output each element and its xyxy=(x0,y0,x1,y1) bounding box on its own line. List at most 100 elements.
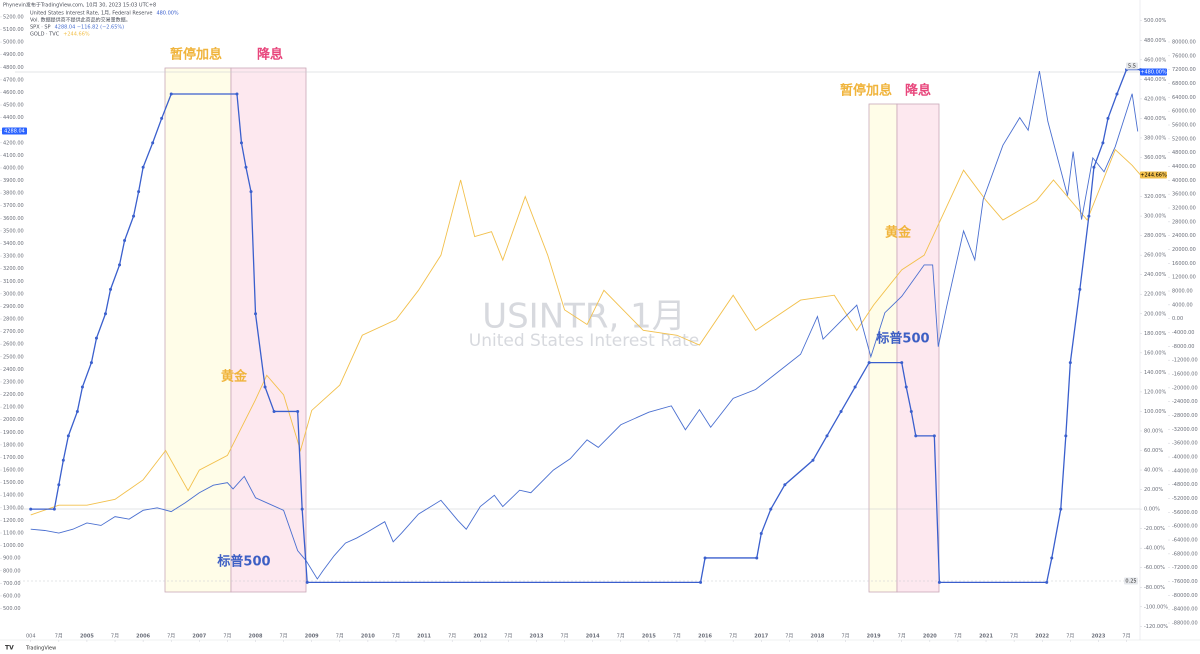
badge-bg xyxy=(1124,577,1138,585)
y3-tick-label: -80000.00 xyxy=(1172,593,1198,599)
y3-tick-label: 8000.00 xyxy=(1172,289,1193,295)
y-tick-label: 4600.00 xyxy=(3,90,24,96)
rate-dot xyxy=(937,580,941,584)
series-line xyxy=(30,70,1139,580)
badge-bg xyxy=(1140,68,1167,76)
x-tick-label: 2007 xyxy=(192,634,206,640)
legend-value: 480.00% xyxy=(156,11,178,17)
y-tick-label: 900.00 xyxy=(3,556,21,562)
y3-tick-label: -64000.00 xyxy=(1172,538,1198,544)
rate-dot xyxy=(759,532,763,536)
y2-tick-label: -20.00% xyxy=(1144,526,1165,532)
legend-value: +244.66% xyxy=(63,32,90,38)
x-tick-label: 7月 xyxy=(841,634,849,640)
y-tick-label: 2600.00 xyxy=(3,342,24,348)
x-tick-label: 7月 xyxy=(1122,634,1130,640)
brand-logo: TV xyxy=(5,645,14,652)
y-tick-label: 2400.00 xyxy=(3,367,24,373)
x-tick-label: 2019 xyxy=(867,634,881,640)
y-tick-label: 3700.00 xyxy=(3,203,24,209)
rate-dot xyxy=(839,409,843,413)
x-tick-label: 2006 xyxy=(136,634,150,640)
rate-dot xyxy=(1050,556,1054,560)
y3-tick-label: -12000.00 xyxy=(1172,358,1198,364)
rate-dot xyxy=(151,141,155,145)
y3-tick-label: 44000.00 xyxy=(1172,164,1196,170)
rate-dot xyxy=(867,361,871,365)
y3-tick-label: 48000.00 xyxy=(1172,150,1196,156)
rate-dot xyxy=(123,239,127,243)
rate-dot xyxy=(66,434,70,438)
y2-tick-label: 120.00% xyxy=(1144,389,1166,395)
rate-dot xyxy=(75,409,79,413)
y3-tick-label: -56000.00 xyxy=(1172,510,1198,516)
y3-tick-label: 4000.00 xyxy=(1172,302,1193,308)
annotation: 黄金 xyxy=(885,225,912,241)
y-tick-label: 3300.00 xyxy=(3,254,24,260)
x-tick-label: 7月 xyxy=(504,634,512,640)
rate-dot xyxy=(300,507,304,511)
y3-tick-label: 80000.00 xyxy=(1172,39,1196,45)
y3-tick-label: -36000.00 xyxy=(1172,441,1198,447)
rate-dot xyxy=(254,312,258,316)
badge: 4288.04 xyxy=(4,129,25,135)
y-tick-label: 1100.00 xyxy=(3,531,24,537)
y3-tick-label: -48000.00 xyxy=(1172,482,1198,488)
y2-tick-label: -80.00% xyxy=(1144,585,1165,591)
x-tick-label: 2014 xyxy=(586,634,600,640)
x-tick-label: 2023 xyxy=(1091,634,1105,640)
x-tick-label: 7月 xyxy=(167,634,175,640)
badge-bg xyxy=(1140,171,1167,179)
y2-tick-label: -120.00% xyxy=(1144,624,1168,630)
x-tick-label: 2012 xyxy=(473,634,487,640)
rate-dot xyxy=(29,507,33,511)
y2-tick-label: 140.00% xyxy=(1144,370,1166,376)
y-tick-label: 4400.00 xyxy=(3,115,24,121)
y2-tick-label: 60.00% xyxy=(1144,448,1163,454)
y3-tick-label: -28000.00 xyxy=(1172,413,1198,419)
y-tick-label: 1700.00 xyxy=(3,455,24,461)
y3-tick-label: -8000.00 xyxy=(1172,344,1194,350)
rate-dot xyxy=(1106,116,1110,120)
x-tick-label: 004 xyxy=(26,634,36,640)
rate-dot xyxy=(1115,92,1119,96)
y3-tick-label: 36000.00 xyxy=(1172,192,1196,198)
x-tick-label: 7月 xyxy=(111,634,119,640)
y2-tick-label: 400.00% xyxy=(1144,116,1166,122)
rate-dot xyxy=(783,483,787,487)
y2-tick-label: 500.00% xyxy=(1144,18,1166,24)
x-tick-label: 7月 xyxy=(392,634,400,640)
rate-dot xyxy=(1045,580,1049,584)
rate-dot xyxy=(1068,361,1072,365)
y3-tick-label: 52000.00 xyxy=(1172,136,1196,142)
x-tick-label: 7月 xyxy=(560,634,568,640)
annotation: 暂停加息 xyxy=(170,47,222,63)
y-tick-label: 3800.00 xyxy=(3,191,24,197)
rate-dot xyxy=(699,580,703,584)
y3-tick-label: 56000.00 xyxy=(1172,123,1196,129)
y2-tick-label: -60.00% xyxy=(1144,565,1165,571)
y-tick-label: 5200.00 xyxy=(3,14,24,20)
rate-dot xyxy=(904,385,908,389)
rate-dot xyxy=(118,263,122,267)
legend-name: United States Interest Rate, 1月, Federal… xyxy=(30,11,152,17)
y-tick-label: 1600.00 xyxy=(3,468,24,474)
rate-dot xyxy=(769,507,773,511)
x-tick-label: 2022 xyxy=(1035,634,1049,640)
rate-dot xyxy=(103,312,107,316)
rate-dot xyxy=(94,336,98,340)
rate-dot xyxy=(169,92,173,96)
y-tick-label: 2100.00 xyxy=(3,405,24,411)
y3-tick-label: -32000.00 xyxy=(1172,427,1198,433)
y-tick-label: 500.00 xyxy=(3,606,21,612)
rate-dot xyxy=(244,165,248,169)
y-tick-label: 800.00 xyxy=(3,568,21,574)
rate-dot xyxy=(1087,214,1091,218)
y-tick-label: 3400.00 xyxy=(3,241,24,247)
rate-dot xyxy=(825,434,829,438)
rate-dot xyxy=(235,92,239,96)
cut-box xyxy=(896,103,940,593)
y-tick-label: 4500.00 xyxy=(3,103,24,109)
y-tick-label: 600.00 xyxy=(3,593,21,599)
